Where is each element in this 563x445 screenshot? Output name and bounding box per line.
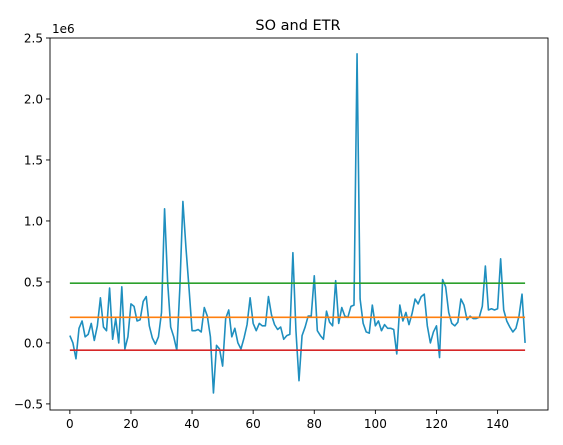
x-tick-label: 80 <box>307 417 322 431</box>
axes: 0 20 40 60 80 100 120 140 −0.5 0.0 0.5 1.0 1.5 2.0 2.5 <box>14 32 549 431</box>
x-tick-label: 100 <box>364 417 387 431</box>
y-tick-label: 0.0 <box>24 336 43 350</box>
x-tick-label: 120 <box>425 417 448 431</box>
plot-area <box>69 53 526 394</box>
data-series-line <box>69 53 526 394</box>
y-tick-label: 2.5 <box>24 32 43 46</box>
y-tick-label: 0.5 <box>24 275 43 289</box>
x-tick-label: 20 <box>123 417 138 431</box>
chart-title: SO and ETR <box>255 18 340 34</box>
y-tick-label: 2.0 <box>24 92 43 106</box>
y-axis-offset-label: 1e6 <box>52 22 75 36</box>
x-tick-label: 40 <box>184 417 199 431</box>
plot-frame <box>49 37 549 411</box>
x-tick-label: 140 <box>486 417 509 431</box>
x-tick-label: 0 <box>66 417 74 431</box>
y-tick-label: 1.5 <box>24 153 43 167</box>
y-tick-label: 1.0 <box>24 214 43 228</box>
x-tick-label: 60 <box>246 417 261 431</box>
y-tick-label: −0.5 <box>14 397 43 411</box>
